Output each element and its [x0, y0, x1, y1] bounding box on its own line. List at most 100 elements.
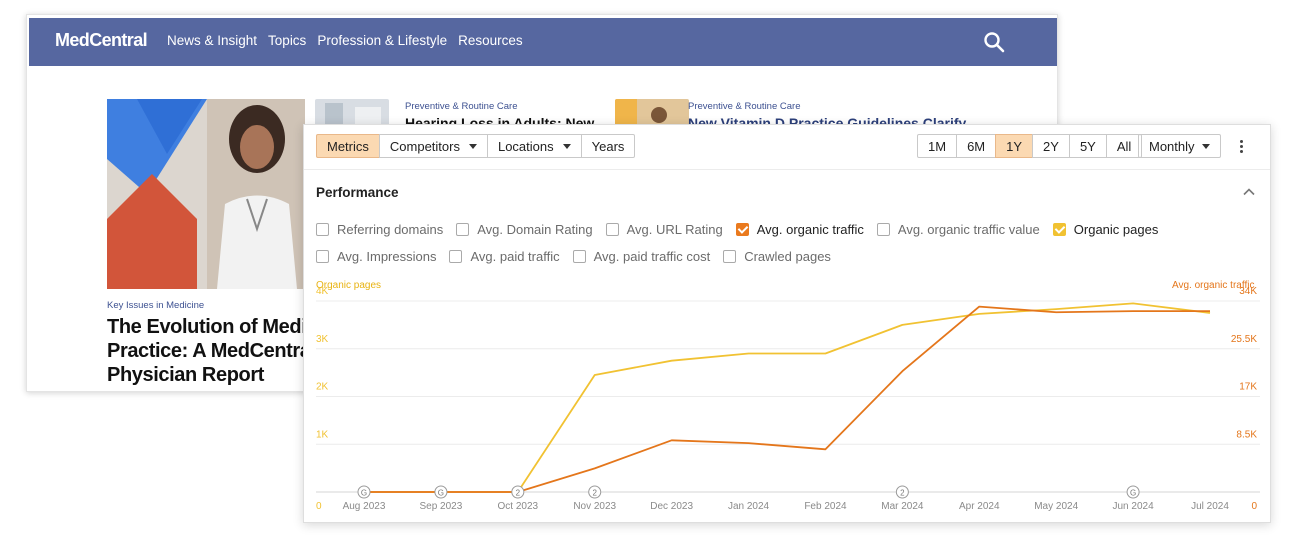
chevron-down-icon: [1201, 143, 1210, 149]
tab-label: Metrics: [327, 138, 369, 154]
metric-avg-paid-traffic[interactable]: Avg. paid traffic: [449, 249, 560, 264]
checkbox[interactable]: [572, 250, 586, 263]
interval-dropdown[interactable]: Monthly: [1138, 134, 1221, 158]
checkbox[interactable]: [876, 223, 890, 236]
annotation-label: G: [438, 489, 444, 498]
y-left-tick-label: 3K: [316, 334, 329, 345]
tab-metrics[interactable]: Metrics: [316, 134, 380, 158]
y-left-tick-label: 0: [316, 501, 322, 512]
nav-link-resources[interactable]: Resources: [458, 33, 523, 48]
hero-image[interactable]: [107, 99, 305, 289]
metric-avg-impressions[interactable]: Avg. Impressions: [316, 249, 436, 264]
checkbox[interactable]: [605, 223, 619, 236]
x-tick-label: Apr 2024: [959, 501, 1000, 512]
interval-label: Monthly: [1149, 138, 1195, 154]
range-1m[interactable]: 1M: [917, 134, 958, 158]
hero-title-line: The Evolution of Medic: [107, 316, 318, 338]
metric-label: Avg. paid traffic cost: [593, 249, 711, 264]
chevron-up-icon[interactable]: [1242, 185, 1256, 199]
metric-avg-organic-traffic-value[interactable]: Avg. organic traffic value: [876, 222, 1040, 237]
series-line-avg-organic-traffic: [364, 305, 1210, 493]
annotation-marker: [895, 485, 909, 499]
checkbox-checked[interactable]: [1052, 223, 1066, 236]
performance-chart[interactable]: 0 0 1K 8.5K 2K 17K 3K 25.5K 4K 34K Aug 2023 Sep 202…: [304, 125, 1270, 522]
y-right-tick-label: 0: [1251, 501, 1257, 512]
tab-locations[interactable]: Locations: [486, 134, 582, 158]
more-options-icon[interactable]: [1232, 137, 1250, 155]
annotation-label: G: [361, 489, 367, 498]
hero-title[interactable]: The Evolution of Medic Practice: A MedCe…: [107, 315, 317, 387]
annotation-label: 2: [516, 489, 521, 498]
series-line-organic-pages: [364, 302, 1211, 493]
metric-referring-domains[interactable]: Referring domains: [316, 222, 443, 237]
site-logo[interactable]: MedCentral: [55, 30, 148, 50]
tab-label: Competitors: [389, 138, 460, 154]
y-right-tick-label: 8.5K: [1236, 429, 1257, 440]
chevron-down-icon: [562, 143, 571, 149]
y-left-tick-label: 2K: [316, 382, 329, 393]
nav-links: News & Insight Topics Profession & Lifes…: [167, 33, 523, 48]
metric-label: Avg. organic traffic value: [897, 222, 1040, 237]
search-icon[interactable]: [982, 30, 1006, 54]
metric-label: Organic pages: [1073, 222, 1159, 237]
metric-label: Avg. Impressions: [337, 249, 437, 264]
metric-avg-organic-traffic[interactable]: Avg. organic traffic: [735, 222, 864, 237]
chevron-down-icon: [468, 143, 477, 149]
metric-avg-paid-traffic-cost[interactable]: Avg. paid traffic cost: [572, 249, 711, 264]
hero-title-line: Practice: A MedCentral: [107, 340, 316, 362]
tab-label: Years: [591, 138, 625, 154]
x-tick-label: Mar 2024: [881, 501, 924, 512]
range-2y[interactable]: 2Y: [1032, 134, 1070, 158]
metric-organic-pages[interactable]: Organic pages: [1052, 222, 1159, 237]
range-6m[interactable]: 6M: [956, 134, 997, 158]
hero-kicker[interactable]: Key Issues in Medicine: [107, 300, 205, 311]
x-tick-label: Dec 2023: [650, 501, 693, 512]
report-tabs: Metrics Competitors Locations Years: [316, 134, 636, 158]
x-tick-label: Jun 2024: [1113, 501, 1155, 512]
annotation-marker: [434, 485, 448, 499]
checkbox[interactable]: [316, 223, 329, 236]
metric-avg-domain-rating[interactable]: Avg. Domain Rating: [456, 222, 593, 237]
range-selector: 1M 6M 1Y 2Y 5Y All: [917, 134, 1143, 158]
annotation-label: 2: [900, 489, 905, 498]
annotation-marker: [1126, 485, 1140, 499]
site-navbar: MedCentral News & Insight Topics Profess…: [29, 18, 1057, 66]
x-tick-label: Oct 2023: [498, 501, 539, 512]
x-tick-label: Aug 2023: [343, 501, 386, 512]
x-tick-label: Nov 2023: [573, 501, 616, 512]
y-left-tick-label: 4K: [316, 286, 329, 297]
metric-crawled-pages[interactable]: Crawled pages: [723, 249, 831, 264]
checkbox[interactable]: [456, 223, 470, 236]
section-title: Performance: [316, 185, 399, 200]
metric-label: Avg. organic traffic: [756, 222, 864, 237]
metric-avg-url-rating[interactable]: Avg. URL Rating: [605, 222, 723, 237]
tab-label: Locations: [497, 138, 554, 154]
tab-years[interactable]: Years: [580, 134, 636, 158]
annotation-label: G: [1130, 489, 1136, 498]
nav-link-topics[interactable]: Topics: [268, 33, 307, 48]
metrics-row-2: Avg. Impressions Avg. paid traffic Avg. …: [316, 249, 844, 264]
x-tick-label: May 2024: [1034, 501, 1078, 512]
checkbox-checked[interactable]: [735, 223, 749, 236]
metric-label: Crawled pages: [744, 249, 831, 264]
nav-link-profession[interactable]: Profession & Lifestyle: [317, 33, 448, 48]
checkbox[interactable]: [723, 250, 737, 263]
divider: [304, 169, 1270, 170]
performance-panel: Metrics Competitors Locations Years 1M 6…: [303, 124, 1271, 523]
annotation-label: 2: [593, 489, 598, 498]
x-tick-label: Feb 2024: [804, 501, 847, 512]
annotation-marker: [511, 485, 525, 499]
tab-competitors[interactable]: Competitors: [378, 134, 488, 158]
checkbox[interactable]: [316, 250, 329, 263]
range-all[interactable]: All: [1105, 134, 1143, 158]
checkbox[interactable]: [449, 250, 463, 263]
left-axis-title: Organic pages: [316, 280, 382, 291]
right-axis-title: Avg. organic traffic: [1172, 280, 1255, 291]
y-left-tick-label: 1K: [316, 429, 329, 440]
card2-kicker[interactable]: Preventive & Routine Care: [688, 101, 801, 112]
metrics-row-1: Referring domains Avg. Domain Rating Avg…: [316, 222, 1171, 237]
y-right-tick-label: 34K: [1239, 286, 1257, 297]
nav-link-news[interactable]: News & Insight: [167, 33, 258, 48]
annotation-marker: [357, 485, 371, 499]
card1-kicker[interactable]: Preventive & Routine Care: [405, 101, 518, 112]
